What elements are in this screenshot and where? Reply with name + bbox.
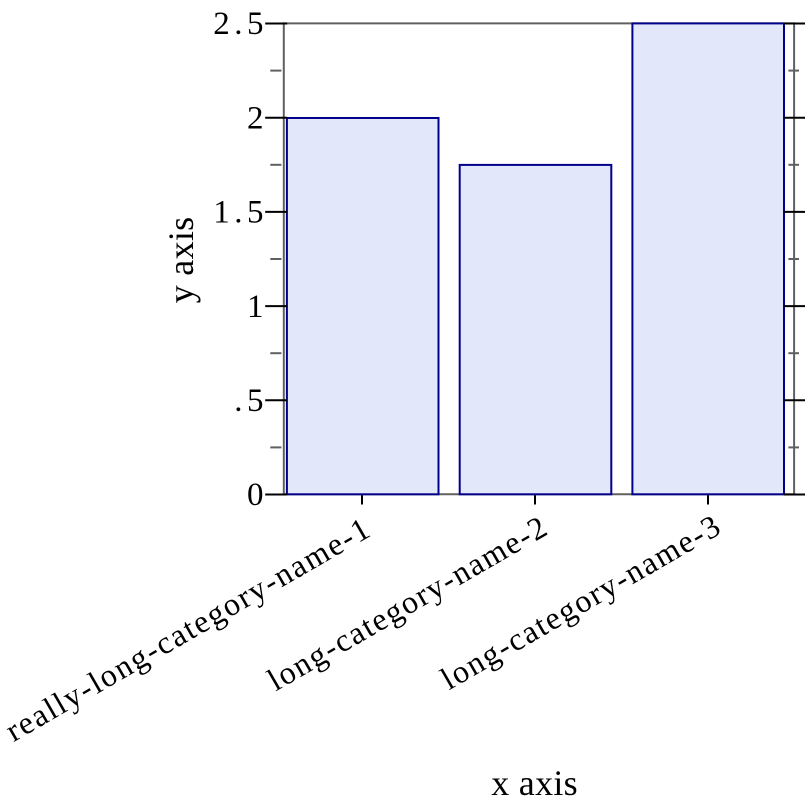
svg-text:2: 2: [247, 100, 268, 136]
svg-text:1: 1: [247, 289, 268, 325]
svg-text:y axis: y axis: [161, 217, 201, 304]
svg-text:really-long-category-name-1: really-long-category-name-1: [0, 510, 376, 748]
svg-text:x axis: x axis: [491, 763, 578, 803]
svg-text:2.5: 2.5: [213, 6, 268, 42]
svg-text:.5: .5: [234, 383, 268, 419]
svg-text:1.5: 1.5: [213, 195, 268, 231]
svg-text:long-category-name-3: long-category-name-3: [434, 507, 726, 696]
svg-text:0: 0: [247, 477, 268, 513]
svg-text:long-category-name-2: long-category-name-2: [261, 508, 553, 697]
